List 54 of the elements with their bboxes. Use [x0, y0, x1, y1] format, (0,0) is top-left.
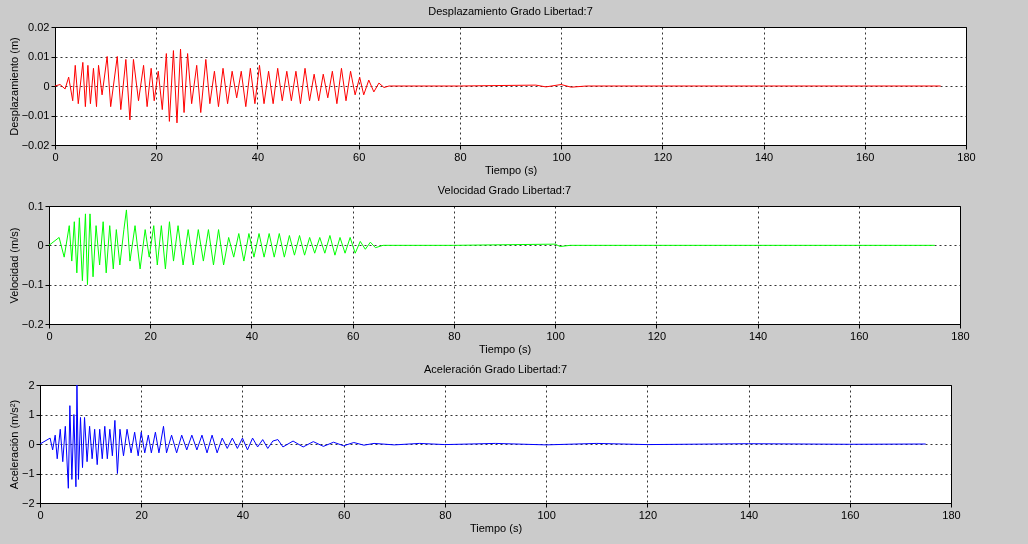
x-tick-label: 40 — [245, 329, 259, 342]
x-axis-title: Tiempo (s) — [478, 342, 532, 355]
x-axis-title: Tiempo (s) — [469, 521, 523, 534]
y-tick-label: −0.2 — [21, 317, 44, 330]
y-tick-label: −0.02 — [21, 138, 50, 151]
x-tick-label: 40 — [251, 150, 265, 163]
x-tick-label: 100 — [552, 150, 571, 163]
y-tick-label: −1 — [21, 467, 35, 479]
line-series — [49, 209, 936, 286]
y-tick-label: −0.01 — [21, 109, 50, 121]
x-tick-label: 160 — [856, 150, 875, 163]
x-tick-label: 120 — [638, 508, 658, 521]
x-tick-label: 80 — [448, 329, 461, 342]
chart-title: Velocidad Grado Libertad:7 — [437, 184, 572, 196]
x-tick-label: 60 — [347, 329, 360, 342]
chart-title: Aceleración Grado Libertad:7 — [423, 363, 568, 375]
x-tick-label: 20 — [135, 508, 148, 521]
x-tick-label: 60 — [353, 150, 366, 163]
x-tick-label: 40 — [236, 508, 250, 521]
x-tick-label: 20 — [150, 150, 163, 163]
x-tick-label: 20 — [144, 329, 157, 342]
x-tick-label: 120 — [647, 329, 667, 342]
y-tick-label: 0.01 — [28, 50, 50, 62]
y-tick-label: −2 — [21, 496, 35, 509]
x-tick-label: 160 — [841, 508, 860, 521]
x-tick-label: 100 — [537, 508, 556, 521]
y-axis-title: Aceleración (m/s²) — [7, 399, 20, 490]
x-tick-label: 180 — [957, 150, 976, 163]
y-axis-title: Velocidad (m/s) — [7, 227, 20, 304]
y-tick-label: −0.1 — [21, 278, 44, 291]
x-tick-label: 120 — [653, 150, 673, 163]
y-tick-label: 2 — [28, 378, 35, 391]
y-tick-label: 0.02 — [28, 20, 50, 33]
x-tick-label: 80 — [454, 150, 467, 163]
x-tick-label: 0 — [52, 150, 59, 163]
x-tick-label: 180 — [951, 329, 970, 342]
x-tick-label: 180 — [942, 508, 961, 521]
x-tick-label: 80 — [439, 508, 452, 521]
chart-title: Desplazamiento Grado Libertad:7 — [428, 5, 593, 17]
x-tick-label: 140 — [754, 150, 774, 163]
x-tick-label: 60 — [338, 508, 351, 521]
line-series — [55, 48, 942, 124]
x-tick-label: 140 — [748, 329, 768, 342]
y-tick-label: 0 — [37, 238, 44, 251]
y-tick-label: 1 — [28, 408, 35, 420]
y-tick-label: 0 — [43, 79, 50, 92]
x-tick-label: 140 — [739, 508, 759, 521]
x-tick-label: 100 — [546, 329, 565, 342]
y-tick-label: 0.1 — [28, 199, 44, 212]
line-series — [40, 385, 927, 489]
y-axis-title: Desplazamiento (m) — [7, 37, 20, 136]
x-axis-title: Tiempo (s) — [484, 163, 538, 176]
y-tick-label: 0 — [28, 437, 35, 450]
x-tick-label: 160 — [850, 329, 869, 342]
